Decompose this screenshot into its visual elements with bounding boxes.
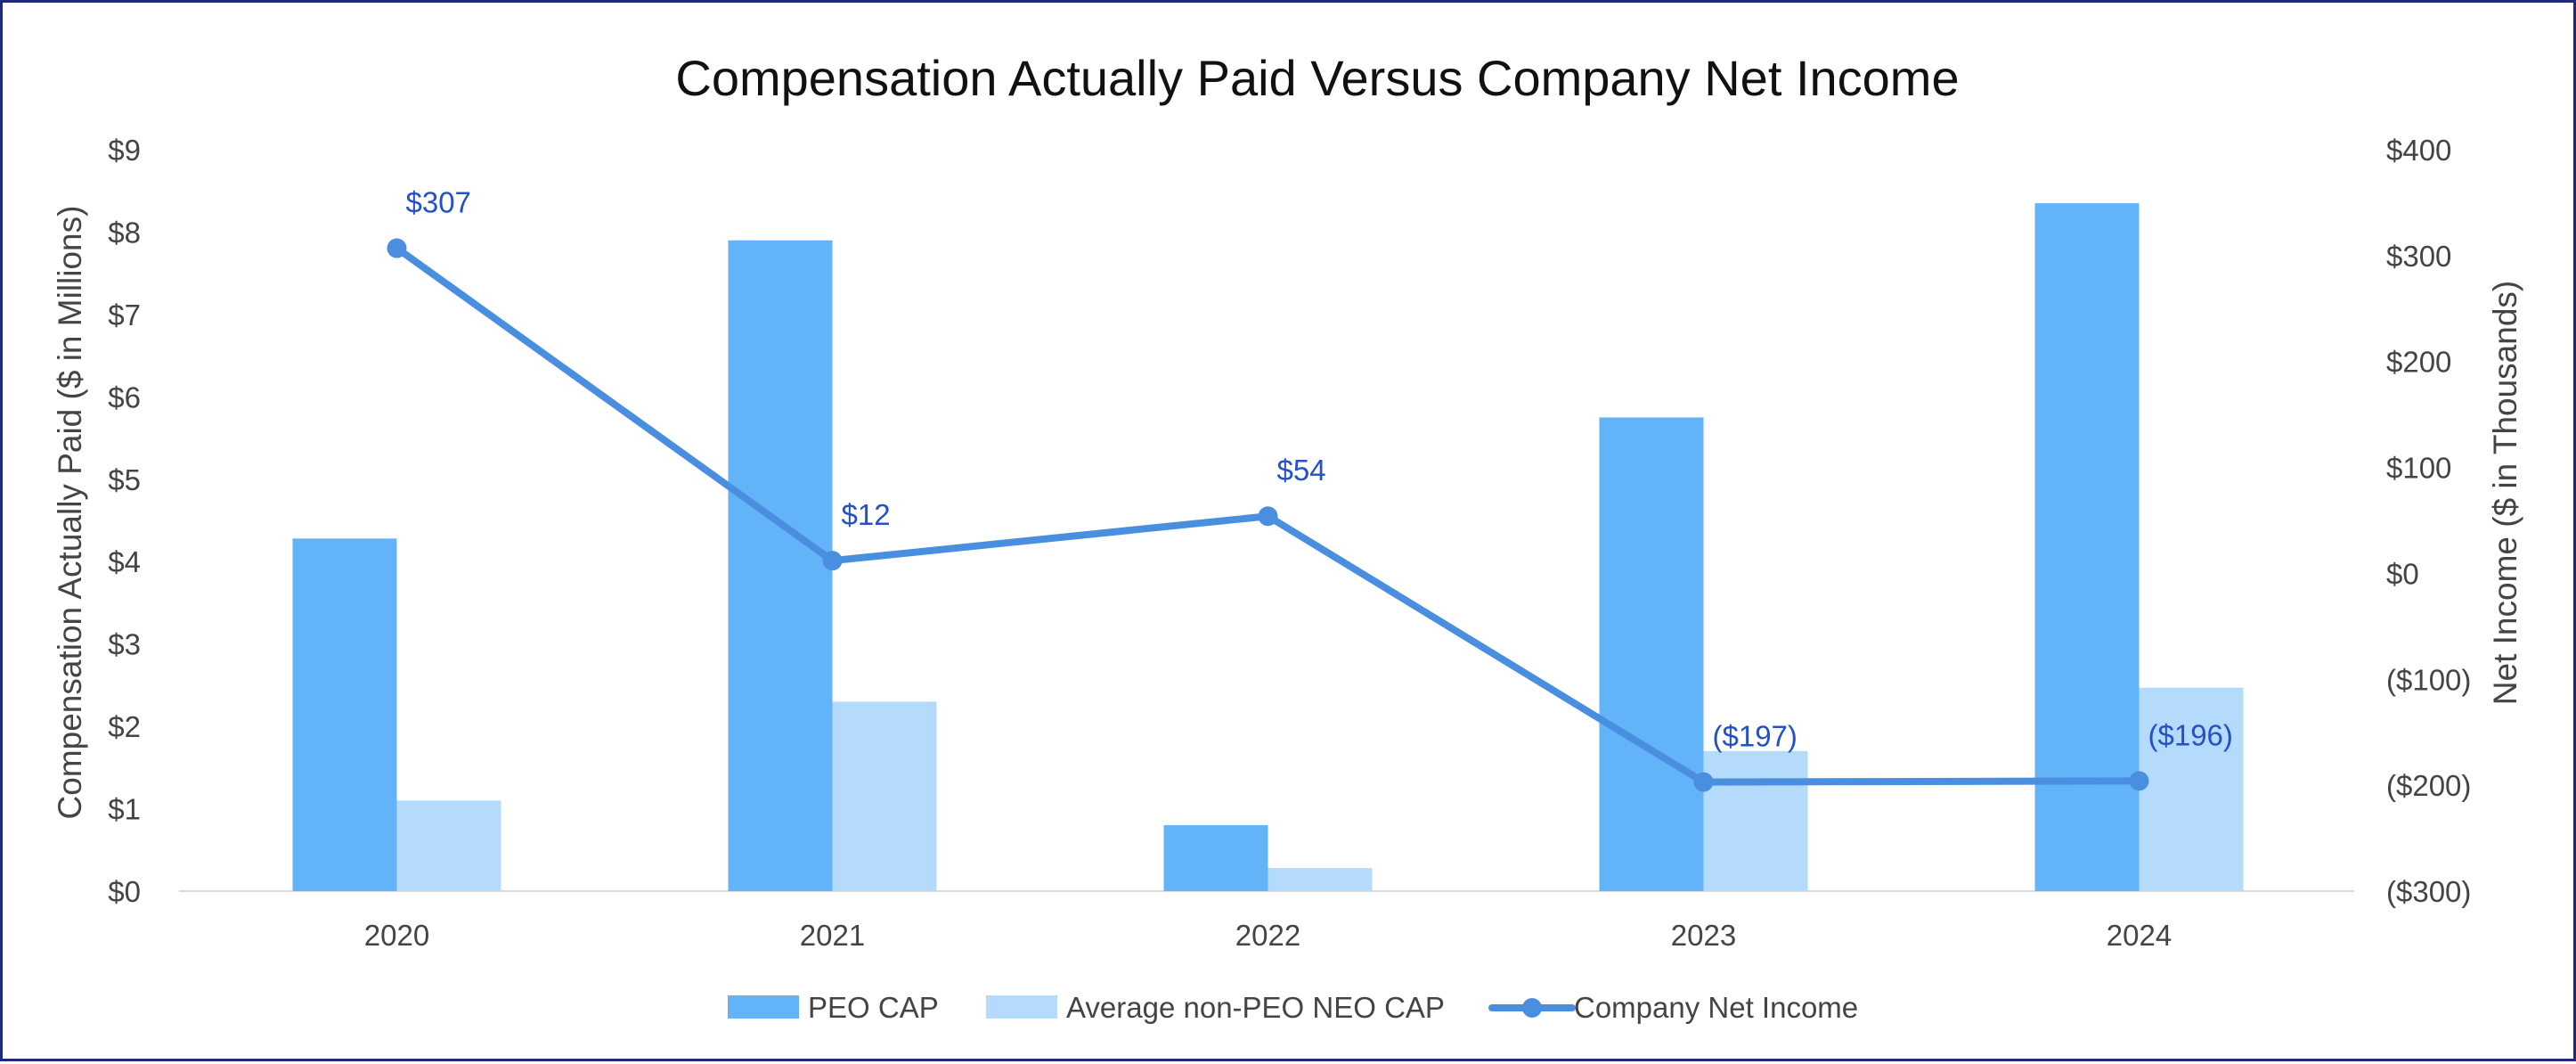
net-income-data-label: $307 bbox=[406, 186, 471, 219]
y-left-tick-label: $6 bbox=[108, 381, 141, 413]
bar-non-peo-neo-cap bbox=[2139, 687, 2244, 891]
y-right-tick-label: ($300) bbox=[2386, 875, 2471, 908]
x-tick-label: 2020 bbox=[364, 919, 429, 952]
bar-series bbox=[292, 203, 2244, 892]
net-income-point bbox=[1693, 772, 1714, 792]
net-income-point bbox=[387, 238, 407, 258]
net-income-data-label: ($196) bbox=[2148, 718, 2233, 751]
bar-peo-cap bbox=[2034, 203, 2140, 892]
y-left-tick-label: $2 bbox=[108, 710, 141, 743]
legend-swatch bbox=[728, 995, 799, 1019]
y-right-tick-label: ($200) bbox=[2386, 769, 2471, 802]
x-tick-label: 2022 bbox=[1235, 919, 1300, 952]
x-tick-label: 2021 bbox=[800, 919, 865, 952]
y-right-tick-label: ($100) bbox=[2386, 663, 2471, 696]
bar-peo-cap bbox=[728, 240, 833, 891]
chart-canvas: Compensation Actually Paid Versus Compan… bbox=[52, 50, 2523, 1024]
chart-title: Compensation Actually Paid Versus Compan… bbox=[675, 50, 1959, 106]
y-axis-left-title: Compensation Actually Paid ($ in Million… bbox=[52, 206, 88, 820]
y-right-tick-label: $100 bbox=[2386, 452, 2451, 485]
bar-non-peo-neo-cap bbox=[396, 800, 501, 891]
bar-peo-cap bbox=[1599, 417, 1704, 891]
y-axis-right-title: Net Income ($ in Thousands) bbox=[2487, 281, 2523, 705]
y-left-tick-label: $0 bbox=[108, 875, 141, 908]
y-axis-left-ticks: $0 $1 $2 $3 $4 $5 $6 $7 $8 $9 bbox=[108, 134, 141, 908]
bar-non-peo-neo-cap bbox=[1703, 750, 1808, 891]
net-income-point bbox=[822, 551, 843, 571]
net-income-data-label: ($197) bbox=[1713, 720, 1797, 753]
y-left-tick-label: $1 bbox=[108, 793, 141, 826]
net-income-point bbox=[1258, 506, 1278, 527]
legend-label: PEO CAP bbox=[808, 991, 939, 1024]
y-right-tick-label: $300 bbox=[2386, 240, 2451, 273]
bar-peo-cap bbox=[1163, 825, 1268, 891]
x-axis-ticks: 2020 2021 2022 2023 2024 bbox=[364, 919, 2172, 952]
legend-label: Average non-PEO NEO CAP bbox=[1066, 991, 1445, 1024]
net-income-data-label: $54 bbox=[1277, 454, 1326, 487]
y-left-tick-label: $8 bbox=[108, 216, 141, 249]
y-left-tick-label: $9 bbox=[108, 134, 141, 167]
x-tick-label: 2023 bbox=[1671, 919, 1736, 952]
x-tick-label: 2024 bbox=[2107, 919, 2172, 952]
y-right-tick-label: $0 bbox=[2386, 557, 2419, 590]
y-axis-right-ticks: ($300) ($200) ($100) $0 $100 $200 $300 $400 bbox=[2386, 134, 2471, 908]
bar-non-peo-neo-cap bbox=[1268, 868, 1373, 891]
y-left-tick-label: $3 bbox=[108, 628, 141, 661]
legend: PEO CAP Average non-PEO NEO CAP Company Ne… bbox=[728, 991, 1858, 1024]
net-income-data-label: $12 bbox=[842, 498, 891, 531]
y-right-tick-label: $200 bbox=[2386, 346, 2451, 379]
bar-peo-cap bbox=[292, 538, 397, 891]
legend-swatch bbox=[986, 995, 1057, 1019]
net-income-point bbox=[2129, 771, 2149, 791]
y-left-tick-label: $4 bbox=[108, 545, 141, 578]
legend-label: Company Net Income bbox=[1574, 991, 1858, 1024]
y-right-tick-label: $400 bbox=[2386, 134, 2451, 167]
line-series: $307 $12 $54 ($197) ($196) bbox=[387, 186, 2233, 792]
y-left-tick-label: $7 bbox=[108, 299, 141, 331]
bar-non-peo-neo-cap bbox=[832, 701, 937, 891]
y-left-tick-label: $5 bbox=[108, 463, 141, 496]
legend-line-marker bbox=[1522, 998, 1542, 1018]
